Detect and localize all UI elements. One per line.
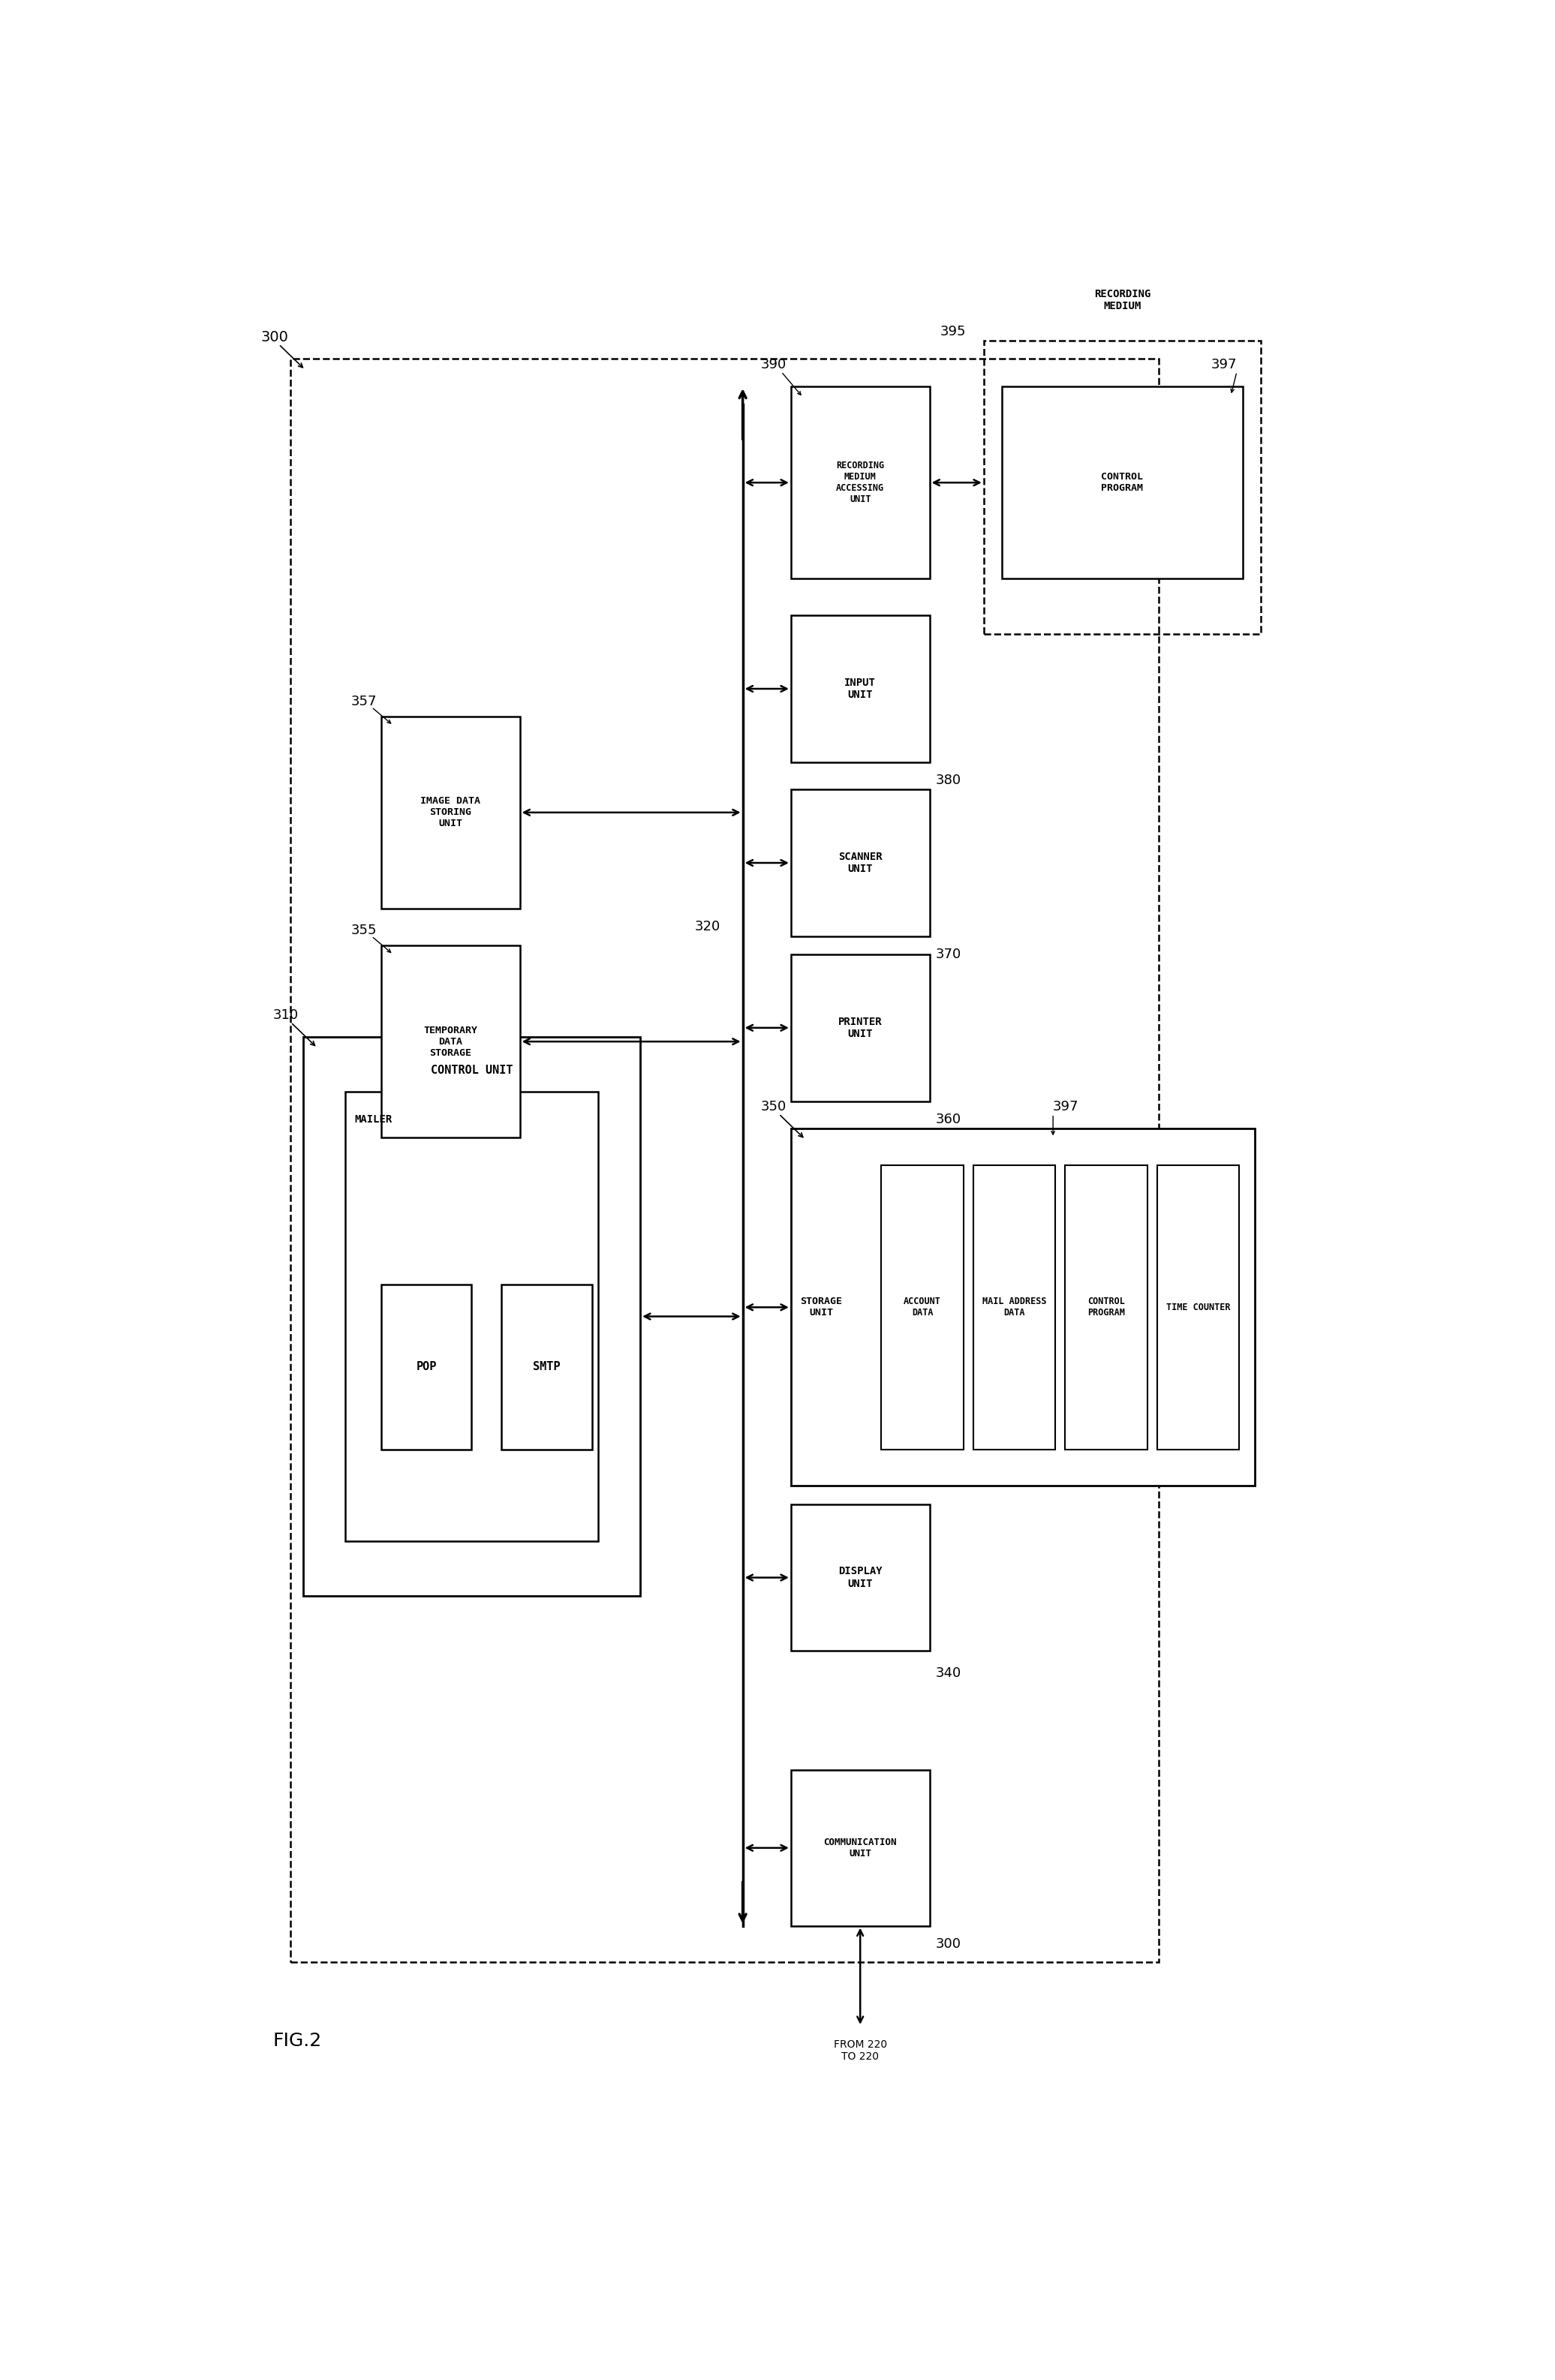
Text: 340: 340 — [936, 1666, 961, 1680]
Bar — [791, 1128, 1255, 1485]
Text: IMAGE DATA
STORING
UNIT: IMAGE DATA STORING UNIT — [420, 797, 480, 828]
Bar — [502, 1285, 592, 1449]
Text: MAILER: MAILER — [355, 1114, 392, 1126]
Text: PRINTER
UNIT: PRINTER UNIT — [838, 1016, 882, 1040]
Bar — [791, 616, 930, 762]
Text: 350: 350 — [760, 1100, 787, 1114]
Text: ACCOUNT
DATA: ACCOUNT DATA — [903, 1297, 941, 1319]
Text: 300: 300 — [261, 331, 288, 345]
Bar — [1157, 1166, 1239, 1449]
Bar — [1065, 1166, 1148, 1449]
Text: 320: 320 — [695, 921, 720, 933]
Text: STORAGE
UNIT: STORAGE UNIT — [799, 1297, 843, 1319]
Text: CONTROL
PROGRAM: CONTROL PROGRAM — [1101, 471, 1143, 493]
Text: CONTROL
PROGRAM: CONTROL PROGRAM — [1087, 1297, 1124, 1319]
Text: RECORDING
MEDIUM: RECORDING MEDIUM — [1095, 288, 1151, 312]
Bar — [791, 386, 930, 578]
Text: 390: 390 — [760, 357, 787, 371]
Bar — [791, 790, 930, 935]
Text: POP: POP — [417, 1361, 437, 1373]
Bar — [984, 340, 1261, 633]
Text: SMTP: SMTP — [533, 1361, 560, 1373]
Bar — [791, 1504, 930, 1652]
Bar — [303, 1038, 641, 1597]
Text: FIG.2: FIG.2 — [272, 2033, 322, 2049]
Bar — [791, 954, 930, 1102]
Text: COMMUNICATION
UNIT: COMMUNICATION UNIT — [824, 1837, 897, 1859]
Text: 357: 357 — [351, 695, 376, 709]
Text: 310: 310 — [272, 1009, 299, 1021]
Bar — [381, 945, 519, 1138]
Text: DISPLAY
UNIT: DISPLAY UNIT — [838, 1566, 882, 1590]
Text: 300: 300 — [936, 1937, 961, 1952]
Text: CONTROL UNIT: CONTROL UNIT — [431, 1064, 513, 1076]
Text: 360: 360 — [936, 1114, 961, 1126]
Text: 397: 397 — [1053, 1100, 1079, 1114]
Bar — [381, 1285, 471, 1449]
Text: RECORDING
MEDIUM
ACCESSING
UNIT: RECORDING MEDIUM ACCESSING UNIT — [837, 462, 885, 505]
Text: 355: 355 — [351, 923, 376, 938]
Text: 397: 397 — [1211, 357, 1236, 371]
Text: MAIL ADDRESS
DATA: MAIL ADDRESS DATA — [983, 1297, 1047, 1319]
Text: 380: 380 — [936, 774, 961, 788]
Bar — [973, 1166, 1056, 1449]
Bar — [882, 1166, 964, 1449]
Text: 395: 395 — [939, 324, 966, 338]
Bar — [345, 1092, 599, 1540]
Bar — [791, 1771, 930, 1925]
Text: TIME COUNTER: TIME COUNTER — [1166, 1302, 1230, 1311]
Text: TEMPORARY
DATA
STORAGE: TEMPORARY DATA STORAGE — [423, 1026, 477, 1057]
Bar — [291, 359, 1158, 1963]
Text: 370: 370 — [936, 947, 961, 962]
Text: INPUT
UNIT: INPUT UNIT — [844, 678, 875, 700]
Text: SCANNER
UNIT: SCANNER UNIT — [838, 852, 882, 873]
Text: FROM 220
TO 220: FROM 220 TO 220 — [833, 2040, 886, 2061]
Bar — [381, 716, 519, 909]
Bar — [1001, 386, 1242, 578]
